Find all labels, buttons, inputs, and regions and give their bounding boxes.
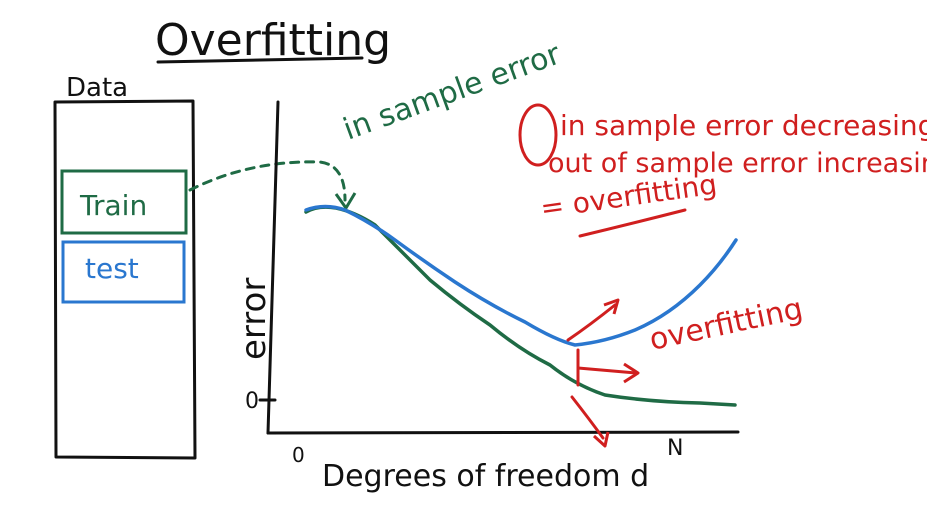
data-panel-box <box>53 99 197 460</box>
test-box <box>61 240 186 304</box>
overfit-region-arrowhead <box>623 362 640 384</box>
train-label: Train <box>79 189 147 222</box>
data-label: Data <box>66 73 128 103</box>
test-error-curve <box>304 204 738 347</box>
title-underline <box>156 56 364 64</box>
train-pointer-arrowhead <box>334 192 357 210</box>
note-line-1: in sample error decreasing <box>560 109 927 142</box>
y-axis-label: error <box>234 278 274 360</box>
test-increase-arrowhead <box>603 298 620 315</box>
train-decrease-arrowhead <box>592 431 610 448</box>
x-axis-label: Degrees of freedom d <box>322 459 649 494</box>
train-pointer-arrow <box>188 160 347 202</box>
train-decrease-arrow <box>570 395 605 440</box>
note-line-2: out of sample error increasing <box>548 148 927 179</box>
x-axis <box>266 430 740 435</box>
x-zero-label: 0 <box>292 443 305 467</box>
y-zero-label: 0 <box>245 389 259 414</box>
test-increase-arrow <box>566 303 617 342</box>
y-axis <box>266 100 280 435</box>
test-label: test <box>85 252 139 285</box>
overfit-region-arrow <box>576 366 638 375</box>
train-box <box>60 169 188 235</box>
x-end-label: N <box>667 436 683 461</box>
note-bullet-circle <box>518 103 558 167</box>
overfitting-region-label: overfitting <box>646 291 806 358</box>
note-underline <box>578 208 687 238</box>
train-error-curve <box>304 205 737 407</box>
